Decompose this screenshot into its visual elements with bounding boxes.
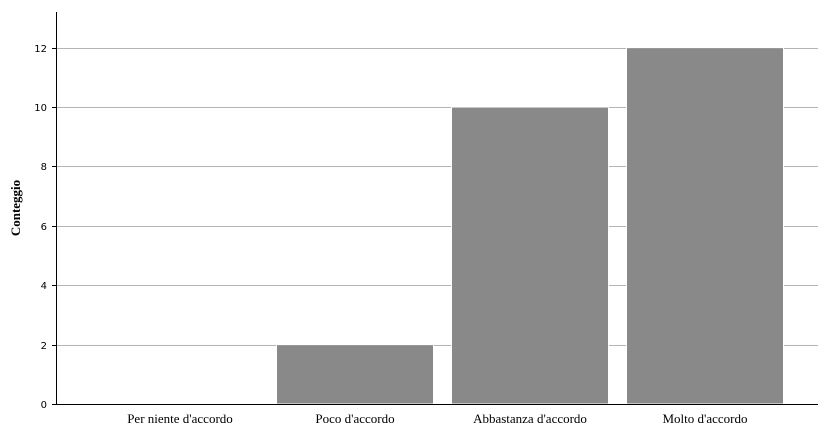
y-tick-label: 4 bbox=[41, 281, 47, 292]
y-tick-label: 10 bbox=[34, 103, 47, 114]
bar bbox=[451, 106, 609, 405]
bar bbox=[626, 47, 784, 405]
y-tick-label: 8 bbox=[41, 162, 47, 173]
x-tick-label: Poco d'accordo bbox=[315, 411, 394, 425]
y-tick-labels: 0 2 4 6 8 10 12 bbox=[34, 44, 47, 411]
x-tick-label: Molto d'accordo bbox=[662, 411, 747, 425]
y-axis-title: Conteggio bbox=[8, 180, 23, 236]
y-tick-label: 2 bbox=[41, 341, 47, 352]
bar bbox=[276, 344, 434, 405]
x-tick-label: Abbastanza d'accordo bbox=[473, 411, 587, 425]
y-tick-label: 12 bbox=[34, 44, 47, 55]
x-tick-labels: Per niente d'accordo Poco d'accordo Abbast… bbox=[127, 411, 747, 425]
bars bbox=[276, 47, 784, 405]
axes bbox=[56, 12, 818, 405]
y-tick-label: 6 bbox=[41, 222, 47, 233]
y-tick-label: 0 bbox=[41, 400, 47, 411]
x-tick-label: Per niente d'accordo bbox=[127, 411, 233, 425]
